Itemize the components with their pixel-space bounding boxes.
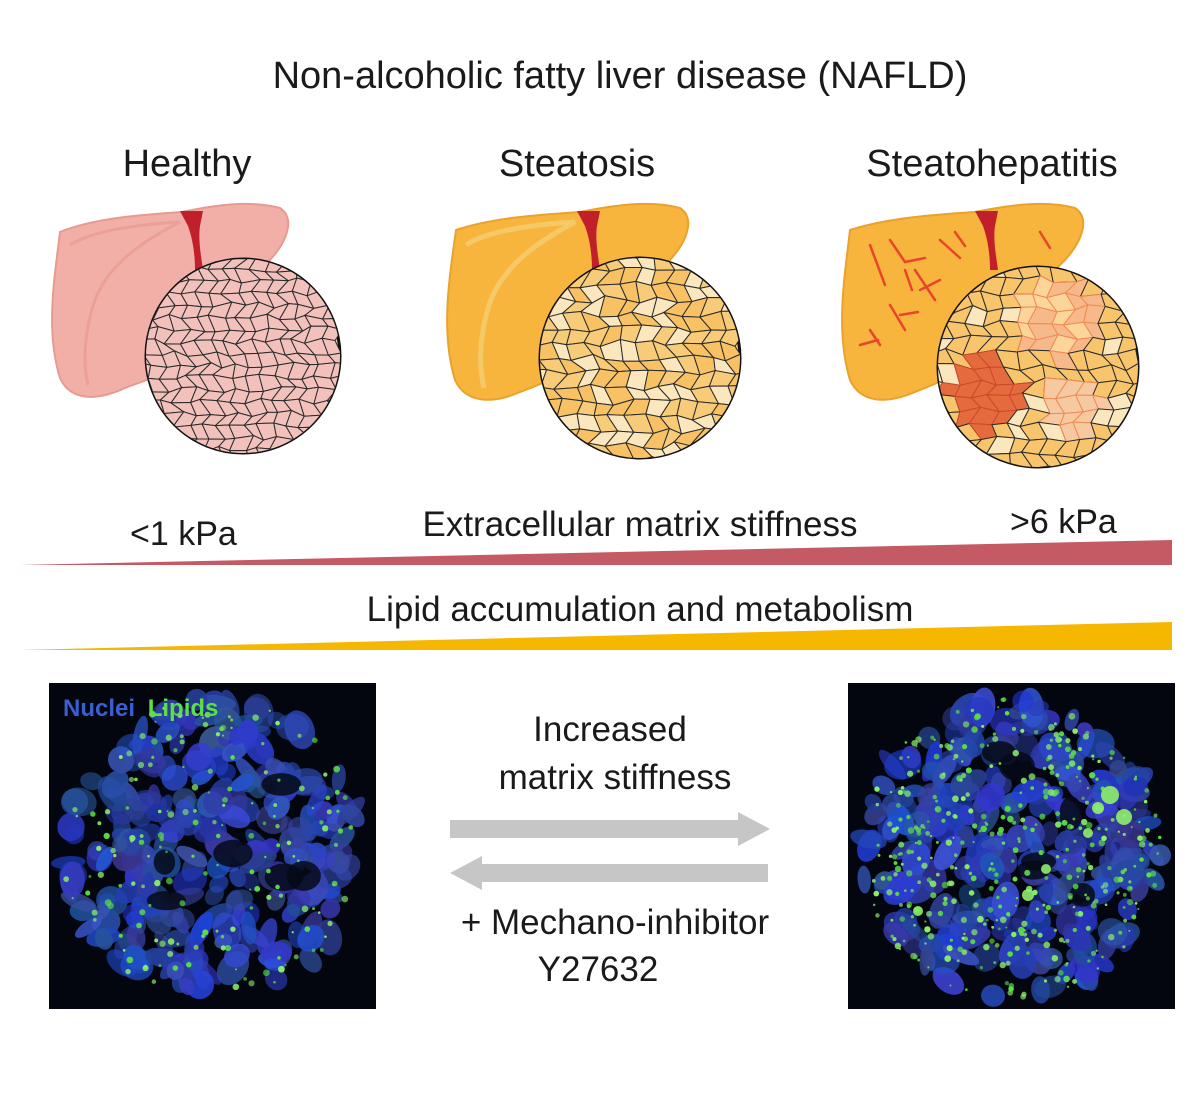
reverse-label-line2: Y27632 — [537, 950, 659, 989]
steatosis-liver — [446, 202, 742, 460]
stiffness-gradient-bar — [20, 540, 1172, 565]
stage-label-steatosis: Steatosis — [498, 143, 656, 185]
steatohepatitis-liver — [841, 202, 1140, 469]
lipid-gradient-bar — [20, 622, 1172, 650]
legend-lipids: Lipids — [147, 695, 219, 722]
figure-title: Non-alcoholic fatty liver disease (NAFLD… — [272, 55, 968, 97]
micrograph-soft-matrix: Nuclei Lipids — [49, 683, 376, 1009]
stage-label-healthy: Healthy — [122, 143, 252, 185]
stiffness-low-label: <1 kPa — [130, 515, 237, 553]
lipid-label: Lipid accumulation and metabolism — [366, 590, 914, 629]
healthy-liver — [51, 202, 342, 455]
stiffness-label: Extracellular matrix stiffness — [422, 505, 858, 544]
reverse-arrow — [450, 856, 768, 890]
stage-label-steatohepatitis: Steatohepatitis — [866, 143, 1118, 185]
forward-arrow — [450, 812, 770, 846]
forward-label-line2: matrix stiffness — [498, 758, 732, 797]
legend-nuclei: Nuclei — [63, 695, 136, 722]
micrograph-stiff-matrix — [848, 683, 1175, 1009]
forward-label-line1: Increased — [533, 710, 687, 749]
reverse-label-line1: + Mechano-inhibitor — [460, 903, 770, 942]
stiffness-high-label: >6 kPa — [1010, 503, 1117, 541]
